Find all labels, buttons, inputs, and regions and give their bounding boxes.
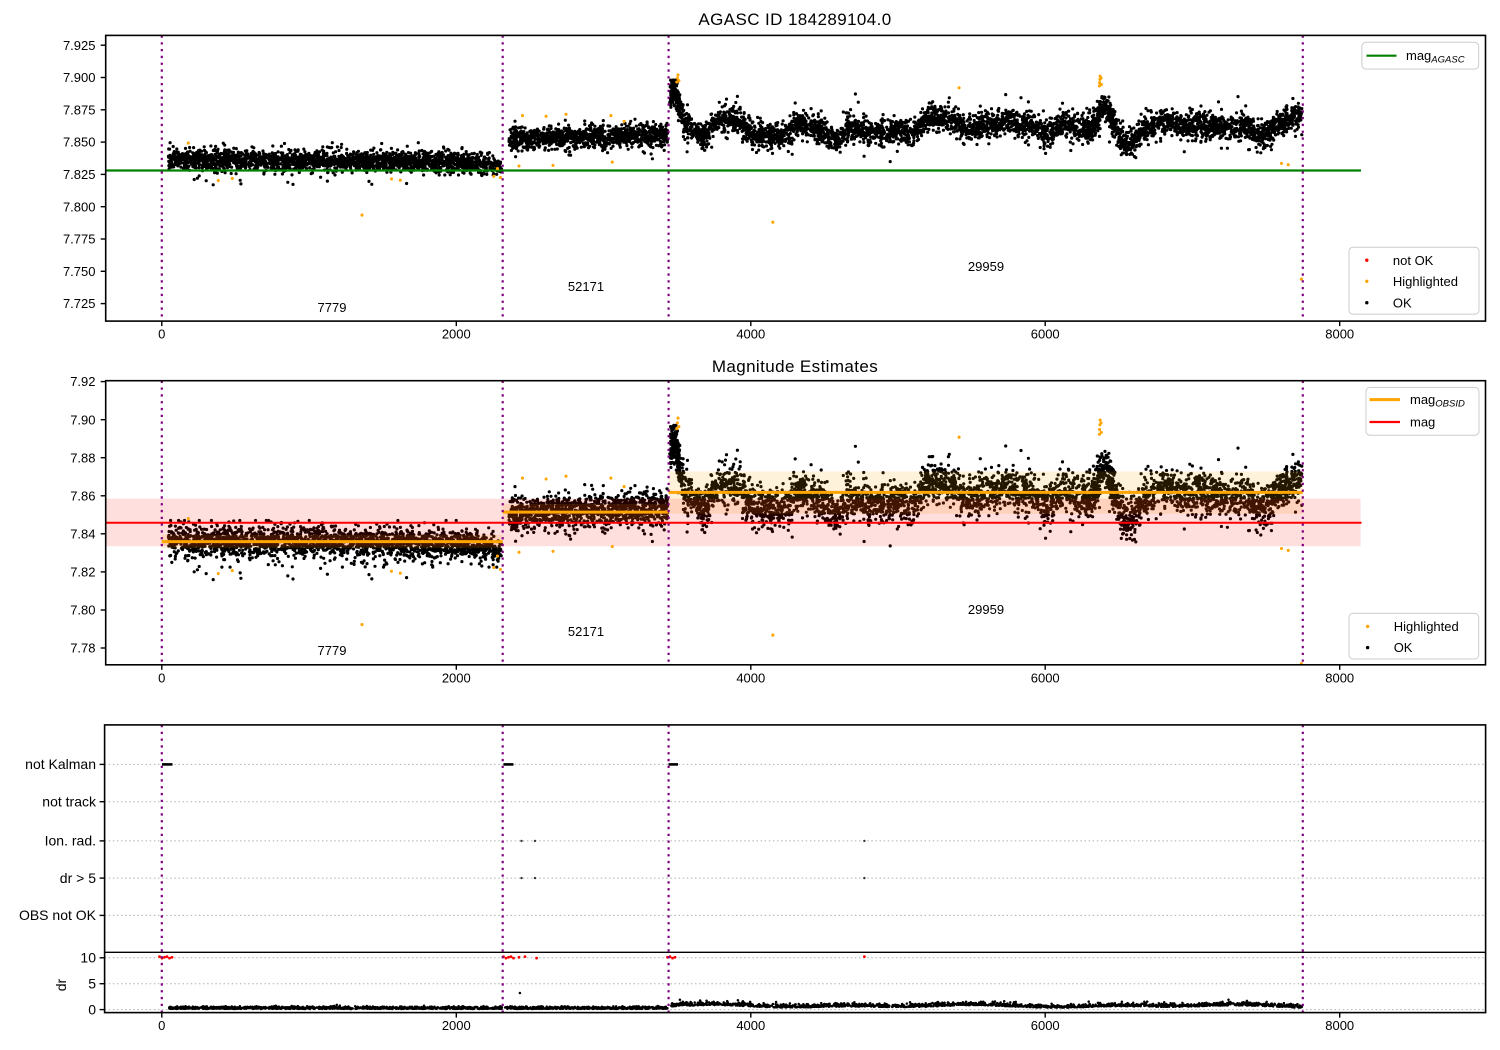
- svg-text:7.90: 7.90: [70, 412, 95, 427]
- svg-text:7.78: 7.78: [70, 641, 95, 656]
- svg-text:8000: 8000: [1325, 670, 1354, 685]
- svg-text:Highlighted: Highlighted: [1394, 619, 1459, 634]
- svg-text:0: 0: [158, 327, 165, 342]
- svg-text:7.850: 7.850: [63, 135, 96, 150]
- svg-text:OBS not OK: OBS not OK: [19, 907, 97, 923]
- svg-text:OK: OK: [1394, 640, 1413, 655]
- svg-text:8000: 8000: [1325, 1018, 1354, 1033]
- svg-text:6000: 6000: [1031, 1018, 1060, 1033]
- svg-text:4000: 4000: [736, 1018, 765, 1033]
- svg-text:10: 10: [80, 950, 96, 966]
- svg-text:dr: dr: [53, 978, 69, 991]
- svg-text:52171: 52171: [568, 279, 604, 294]
- svg-text:0: 0: [158, 670, 165, 685]
- svg-text:AGASC ID 184289104.0: AGASC ID 184289104.0: [698, 10, 891, 29]
- svg-text:OK: OK: [1393, 295, 1412, 310]
- svg-text:5: 5: [88, 976, 96, 992]
- svg-text:2000: 2000: [442, 1018, 471, 1033]
- svg-text:2000: 2000: [442, 670, 471, 685]
- svg-text:7779: 7779: [318, 300, 347, 315]
- svg-text:dr > 5: dr > 5: [60, 870, 96, 886]
- svg-text:7.82: 7.82: [70, 565, 95, 580]
- svg-text:7.725: 7.725: [63, 296, 96, 311]
- svg-text:7.800: 7.800: [63, 199, 96, 214]
- svg-text:not track: not track: [42, 794, 97, 810]
- svg-text:7779: 7779: [318, 643, 347, 658]
- svg-text:7.86: 7.86: [70, 488, 95, 503]
- svg-text:Ion. rad.: Ion. rad.: [45, 833, 96, 849]
- svg-text:6000: 6000: [1031, 670, 1060, 685]
- svg-text:7.825: 7.825: [63, 167, 96, 182]
- svg-text:7.750: 7.750: [63, 264, 96, 279]
- svg-text:not Kalman: not Kalman: [25, 756, 96, 772]
- svg-text:not OK: not OK: [1393, 253, 1434, 268]
- svg-text:0: 0: [88, 1001, 96, 1017]
- svg-text:7.875: 7.875: [63, 102, 96, 117]
- svg-text:4000: 4000: [736, 327, 765, 342]
- svg-text:7.925: 7.925: [63, 38, 96, 53]
- svg-text:Magnitude Estimates: Magnitude Estimates: [712, 357, 878, 376]
- svg-text:6000: 6000: [1031, 327, 1060, 342]
- svg-text:7.92: 7.92: [70, 374, 95, 389]
- svg-text:mag: mag: [1410, 415, 1435, 430]
- svg-text:0: 0: [158, 1018, 165, 1033]
- svg-text:7.900: 7.900: [63, 70, 96, 85]
- svg-text:7.80: 7.80: [70, 603, 95, 618]
- svg-text:52171: 52171: [568, 624, 604, 639]
- svg-text:7.84: 7.84: [70, 526, 95, 541]
- svg-text:7.775: 7.775: [63, 232, 96, 247]
- svg-text:29959: 29959: [968, 602, 1004, 617]
- svg-text:8000: 8000: [1325, 327, 1354, 342]
- svg-text:2000: 2000: [442, 327, 471, 342]
- svg-text:4000: 4000: [736, 670, 765, 685]
- svg-text:7.88: 7.88: [70, 450, 95, 465]
- svg-text:Highlighted: Highlighted: [1393, 274, 1458, 289]
- svg-text:29959: 29959: [968, 259, 1004, 274]
